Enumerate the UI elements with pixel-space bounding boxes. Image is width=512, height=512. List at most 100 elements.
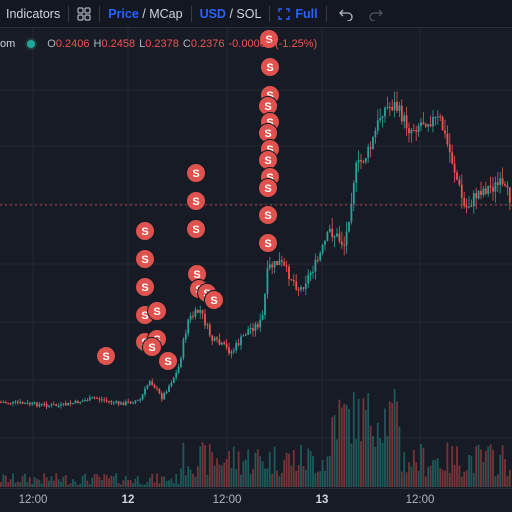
candle-body: [98, 398, 101, 400]
volume-bar: [201, 442, 204, 487]
candle-body: [60, 404, 62, 406]
candle-body: [429, 124, 432, 127]
volume-bar: [288, 453, 290, 487]
sell-marker[interactable]: S: [96, 346, 116, 366]
volume-bar: [146, 482, 149, 487]
candle-body: [79, 401, 82, 404]
sell-marker-label: S: [102, 351, 109, 363]
undo-icon[interactable]: [338, 7, 353, 21]
sell-marker[interactable]: S: [147, 301, 167, 321]
sol-option[interactable]: SOL: [236, 6, 262, 21]
candle-body: [448, 144, 451, 153]
candle-body: [177, 366, 180, 373]
sell-marker[interactable]: S: [186, 163, 206, 183]
volume-bar: [136, 476, 139, 487]
time-axis[interactable]: 12:00 12 12:00 13 12:00: [0, 488, 512, 512]
volume-bar: [168, 480, 170, 487]
full-button[interactable]: Full: [278, 7, 318, 21]
volume-bar: [451, 446, 454, 487]
toolbar-divider: [99, 5, 101, 22]
candle-body: [57, 405, 60, 407]
candle-body: [189, 315, 192, 320]
toolbar-divider: [269, 5, 271, 22]
volume-bar: [216, 458, 218, 487]
volume-bar: [100, 480, 103, 487]
sell-marker[interactable]: S: [258, 205, 278, 225]
volume-bar: [55, 473, 58, 487]
volume-bar: [33, 477, 36, 487]
price-option[interactable]: Price: [108, 6, 139, 21]
usd-option[interactable]: USD: [199, 6, 226, 21]
volume-bar: [196, 466, 199, 487]
sell-marker[interactable]: S: [135, 277, 155, 297]
volume-bar: [391, 403, 394, 487]
candle-body: [264, 293, 266, 316]
sell-marker[interactable]: S: [259, 29, 279, 49]
candle-body: [372, 137, 374, 149]
candle-body: [331, 228, 334, 237]
candle-body: [369, 147, 372, 149]
sell-marker-label: S: [153, 306, 160, 318]
sell-marker[interactable]: S: [186, 191, 206, 211]
volume-bar: [276, 470, 278, 487]
sell-marker[interactable]: S: [260, 57, 280, 77]
volume-bar: [52, 480, 55, 487]
top-toolbar: Indicators Price / MCap USD / SOL Full: [0, 0, 512, 28]
sell-marker-label: S: [266, 144, 273, 156]
redo-icon[interactable]: [368, 7, 383, 21]
candle-body: [112, 402, 115, 404]
candle-body: [127, 401, 130, 403]
volume-bar: [12, 473, 14, 487]
volume-bar: [357, 398, 360, 487]
candle-body: [146, 385, 149, 389]
volume-bar: [412, 449, 415, 487]
volume-bar: [84, 473, 86, 487]
candle-body: [300, 287, 302, 290]
sell-marker[interactable]: S: [258, 96, 278, 116]
templates-icon[interactable]: [77, 6, 91, 21]
volume-bar: [297, 465, 300, 487]
volume-bar: [415, 462, 418, 487]
mcap-option[interactable]: MCap: [149, 6, 183, 21]
volume-bar: [213, 465, 216, 487]
indicators-button[interactable]: Indicators: [6, 6, 61, 21]
volume-bar: [153, 482, 156, 487]
volume-bar: [396, 401, 398, 487]
volume-bar: [460, 476, 463, 487]
sell-marker[interactable]: S: [204, 290, 224, 310]
volume-bar: [307, 448, 310, 487]
candle-body: [364, 157, 367, 163]
volume-bar: [235, 469, 238, 487]
candle-body: [276, 261, 278, 266]
fullscreen-icon: [278, 7, 291, 20]
sell-marker[interactable]: S: [135, 249, 155, 269]
volume-bar: [429, 465, 432, 487]
sell-marker[interactable]: S: [142, 337, 162, 357]
volume-bar: [336, 439, 338, 487]
candle-body: [393, 102, 396, 111]
sell-marker-label: S: [210, 295, 217, 307]
volume-bar: [484, 450, 487, 487]
price-mcap-toggle[interactable]: Price / MCap: [108, 7, 182, 21]
candle-body: [165, 391, 168, 394]
volume-bar: [508, 469, 511, 487]
volume-bar: [321, 459, 324, 487]
price-chart[interactable]: SSSSSSSSSSSSSSSSSSSSSSSSSSSSS: [0, 28, 512, 488]
volume-bar: [96, 474, 98, 487]
candle-body: [391, 107, 394, 111]
candle-body: [480, 190, 482, 195]
currency-toggle[interactable]: USD / SOL: [200, 7, 262, 21]
volume-bar: [381, 442, 384, 487]
volume-bar: [184, 475, 187, 487]
candle-body: [67, 402, 70, 406]
sell-marker[interactable]: S: [158, 351, 178, 371]
sell-marker[interactable]: S: [258, 178, 278, 198]
candle-body: [283, 261, 286, 266]
volume-bar: [50, 476, 53, 487]
sell-marker[interactable]: S: [186, 219, 206, 239]
sell-marker[interactable]: S: [258, 150, 278, 170]
sell-marker[interactable]: S: [258, 233, 278, 253]
candle-body: [148, 381, 151, 386]
sell-marker[interactable]: S: [187, 264, 207, 284]
sell-marker[interactable]: S: [135, 221, 155, 241]
